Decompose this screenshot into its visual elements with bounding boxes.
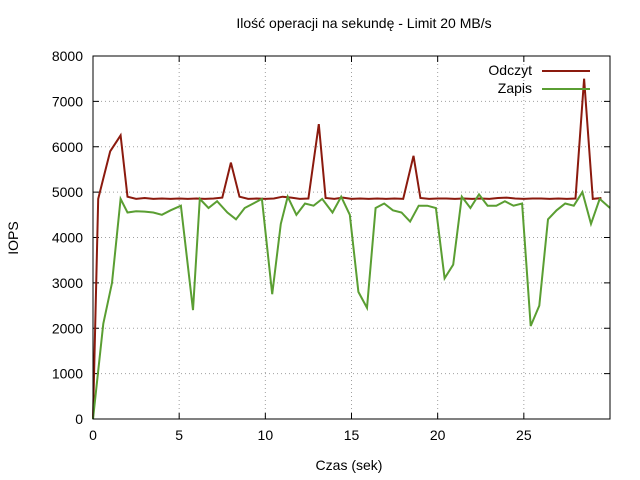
y-tick-label: 0 — [75, 411, 83, 427]
series-layer — [92, 78, 611, 420]
series-line-odczyt — [92, 78, 602, 420]
y-tick-label: 1000 — [52, 366, 83, 382]
y-tick-label: 5000 — [52, 184, 83, 200]
x-tick-label: 5 — [175, 427, 183, 443]
x-tick-label: 15 — [344, 427, 360, 443]
legend: Odczyt Zapis — [488, 62, 590, 96]
y-tick-label: 6000 — [52, 139, 83, 155]
x-tick-label: 0 — [89, 427, 97, 443]
label-layer: 0 5 10 15 20 25 0 1000 2000 3000 4000 5000 6000 7000 8… — [52, 48, 532, 443]
y-tick-label: 3000 — [52, 275, 83, 291]
grid-layer — [93, 56, 610, 419]
y-tick-label: 7000 — [52, 93, 83, 109]
chart-title: Ilość operacji na sekundę - Limit 20 MB/… — [236, 15, 491, 31]
plot-frame — [92, 55, 611, 420]
y-tick-label: 8000 — [52, 48, 83, 64]
x-tick-label: 20 — [430, 427, 446, 443]
series-line-zapis — [92, 189, 611, 420]
y-axis-label: IOPS — [5, 221, 21, 254]
y-tick-label: 2000 — [52, 320, 83, 336]
x-tick-label: 10 — [258, 427, 274, 443]
legend-label-zapis: Zapis — [498, 80, 532, 96]
legend-label-odczyt: Odczyt — [488, 62, 532, 78]
x-tick-label: 25 — [516, 427, 532, 443]
y-tick-label: 4000 — [52, 230, 83, 246]
x-axis-label: Czas (sek) — [316, 457, 383, 473]
